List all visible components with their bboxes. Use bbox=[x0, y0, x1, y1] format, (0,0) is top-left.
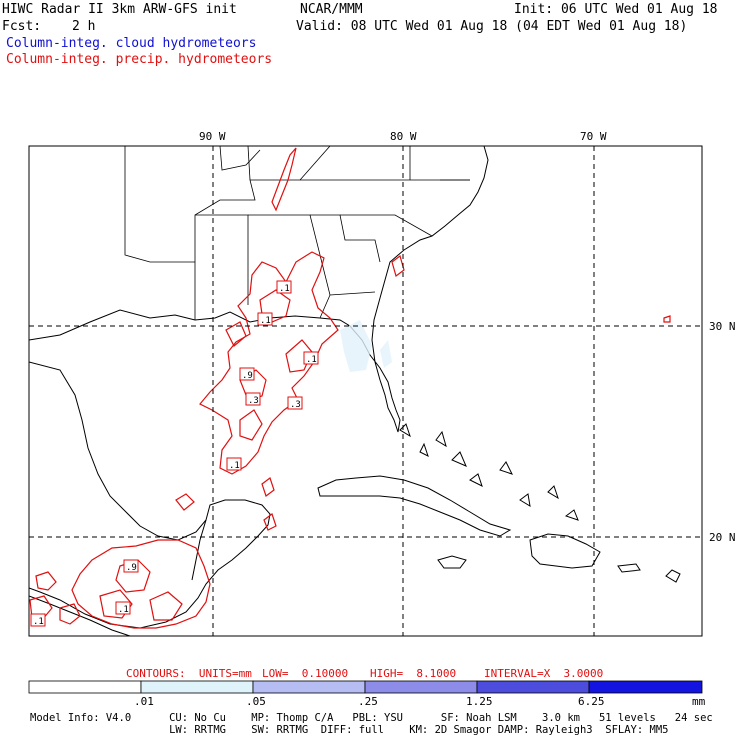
lat-label-30n: 30 N bbox=[709, 320, 736, 333]
lat-lon-grid bbox=[29, 146, 702, 636]
svg-text:.1: .1 bbox=[118, 605, 129, 615]
colorbar bbox=[28, 680, 703, 694]
contour-label-6: .3 bbox=[287, 396, 303, 410]
cloud-hydrometeor-shading bbox=[340, 320, 392, 372]
organization-label: NCAR/MMM bbox=[300, 2, 363, 17]
contour-label-3: .1 bbox=[257, 312, 273, 326]
forecast-hours: 2 h bbox=[72, 19, 96, 34]
colorbar-swatch-0 bbox=[28, 680, 142, 694]
init-time: Init: 06 UTC Wed 01 Aug 18 bbox=[514, 2, 718, 17]
contours-interval: INTERVAL=X 3.0000 bbox=[484, 667, 604, 680]
lon-label-80w: 80 W bbox=[390, 130, 417, 143]
valid-time: Valid: 08 UTC Wed 01 Aug 18 (04 EDT Wed … bbox=[296, 19, 688, 34]
lon-label-70w: 70 W bbox=[580, 130, 607, 143]
colorbar-swatch-1 bbox=[140, 680, 254, 694]
svg-text:.1: .1 bbox=[260, 316, 271, 326]
colorbar-label-2: .25 bbox=[358, 695, 378, 708]
colorbar-swatch-5 bbox=[588, 680, 703, 694]
svg-text:.1: .1 bbox=[33, 617, 44, 627]
contour-label-4: .9 bbox=[239, 367, 255, 381]
contour-label-9: .1 bbox=[115, 601, 131, 615]
svg-text:.9: .9 bbox=[126, 563, 137, 573]
colorbar-label-0: .01 bbox=[134, 695, 154, 708]
contour-label-1: .1 bbox=[276, 280, 292, 294]
precip-contours bbox=[29, 147, 671, 629]
lon-label-90w: 90 W bbox=[199, 130, 226, 143]
colorbar-label-3: 1.25 bbox=[466, 695, 493, 708]
contour-label-10: .1 bbox=[30, 613, 46, 627]
colorbar-swatch-4 bbox=[476, 680, 590, 694]
map-title: HIWC Radar II 3km ARW-GFS init bbox=[2, 2, 237, 17]
svg-text:.1: .1 bbox=[306, 355, 317, 365]
colorbar-label-1: .05 bbox=[246, 695, 266, 708]
svg-text:.1: .1 bbox=[229, 461, 240, 471]
map-frame bbox=[28, 145, 703, 637]
contour-label-5: .3 bbox=[245, 392, 261, 406]
model-info-line2: LW: RRTMG SW: RRTMG DIFF: full KM: 2D Sm… bbox=[30, 724, 669, 736]
contour-label-8: .9 bbox=[123, 559, 139, 573]
model-info-line1: Model Info: V4.0 CU: No Cu MP: Thomp C/A… bbox=[30, 712, 713, 724]
svg-text:.3: .3 bbox=[248, 396, 259, 406]
contours-high: HIGH= 8.1000 bbox=[370, 667, 457, 680]
svg-text:.9: .9 bbox=[242, 371, 253, 381]
colorbar-label-4: 6.25 bbox=[578, 695, 605, 708]
forecast-label: Fcst: bbox=[2, 19, 42, 34]
lat-label-20n: 20 N bbox=[709, 531, 736, 544]
svg-text:.1: .1 bbox=[279, 284, 290, 294]
state-boundaries bbox=[124, 146, 470, 320]
contour-label-2: .1 bbox=[303, 351, 319, 365]
svg-text:.3: .3 bbox=[290, 400, 301, 410]
precip-field-label: Column-integ. precip. hydrometeors bbox=[6, 52, 273, 67]
cloud-field-label: Column-integ. cloud hydrometeors bbox=[6, 36, 257, 51]
contour-labels: .1 .1 .1 .9 .3 .3 .1 .9 .1 .1 bbox=[30, 280, 319, 627]
contour-label-7: .1 bbox=[226, 457, 242, 471]
contours-low: LOW= 0.10000 bbox=[262, 667, 349, 680]
colorbar-swatch-2 bbox=[252, 680, 366, 694]
colorbar-swatch-3 bbox=[364, 680, 478, 694]
colorbar-unit: mm bbox=[692, 695, 706, 708]
contours-units: CONTOURS: UNITS=mm bbox=[126, 667, 252, 680]
